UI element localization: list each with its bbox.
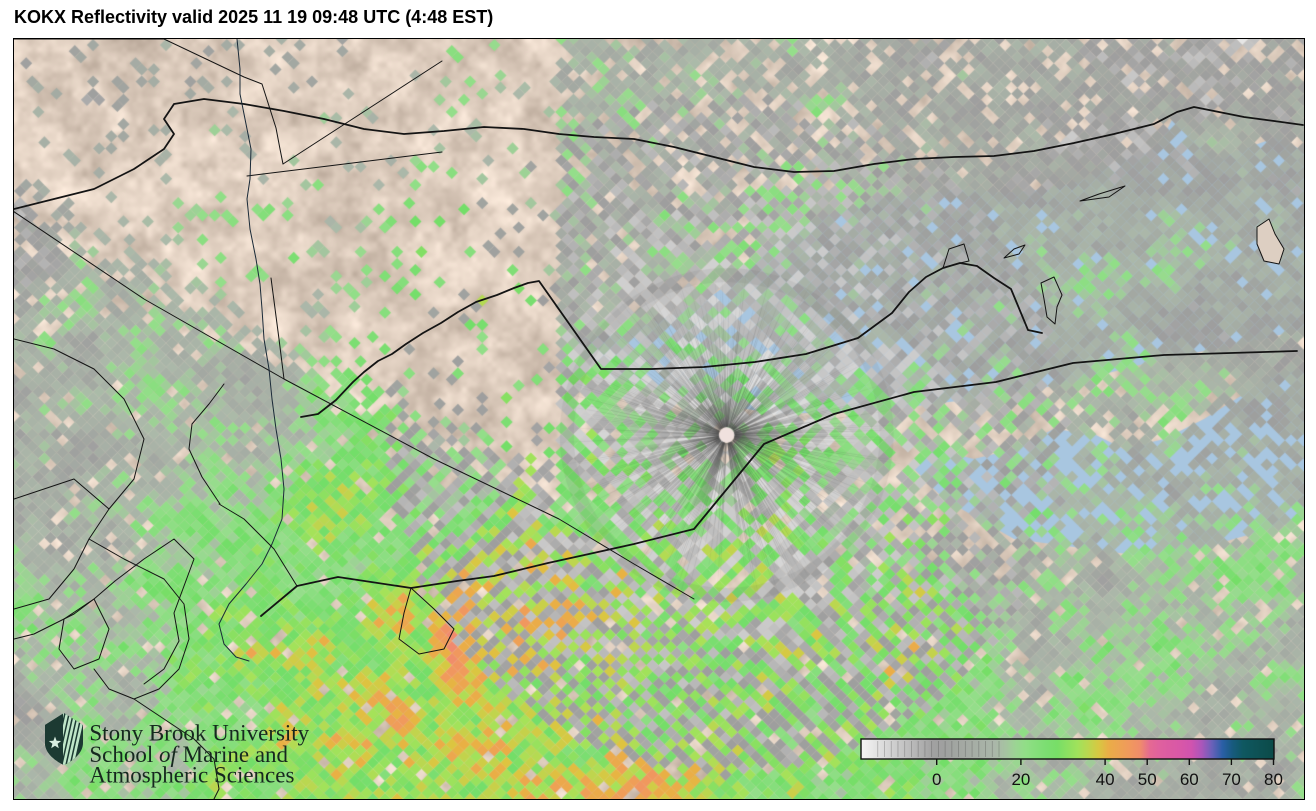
svg-text:Atmospheric Sciences: Atmospheric Sciences (89, 763, 294, 788)
svg-text:50: 50 (1138, 770, 1157, 789)
svg-text:40: 40 (1096, 770, 1115, 789)
svg-text:70: 70 (1222, 770, 1241, 789)
svg-text:0: 0 (932, 770, 941, 789)
svg-text:20: 20 (1011, 770, 1030, 789)
svg-text:60: 60 (1180, 770, 1199, 789)
svg-text:80: 80 (1264, 770, 1283, 789)
